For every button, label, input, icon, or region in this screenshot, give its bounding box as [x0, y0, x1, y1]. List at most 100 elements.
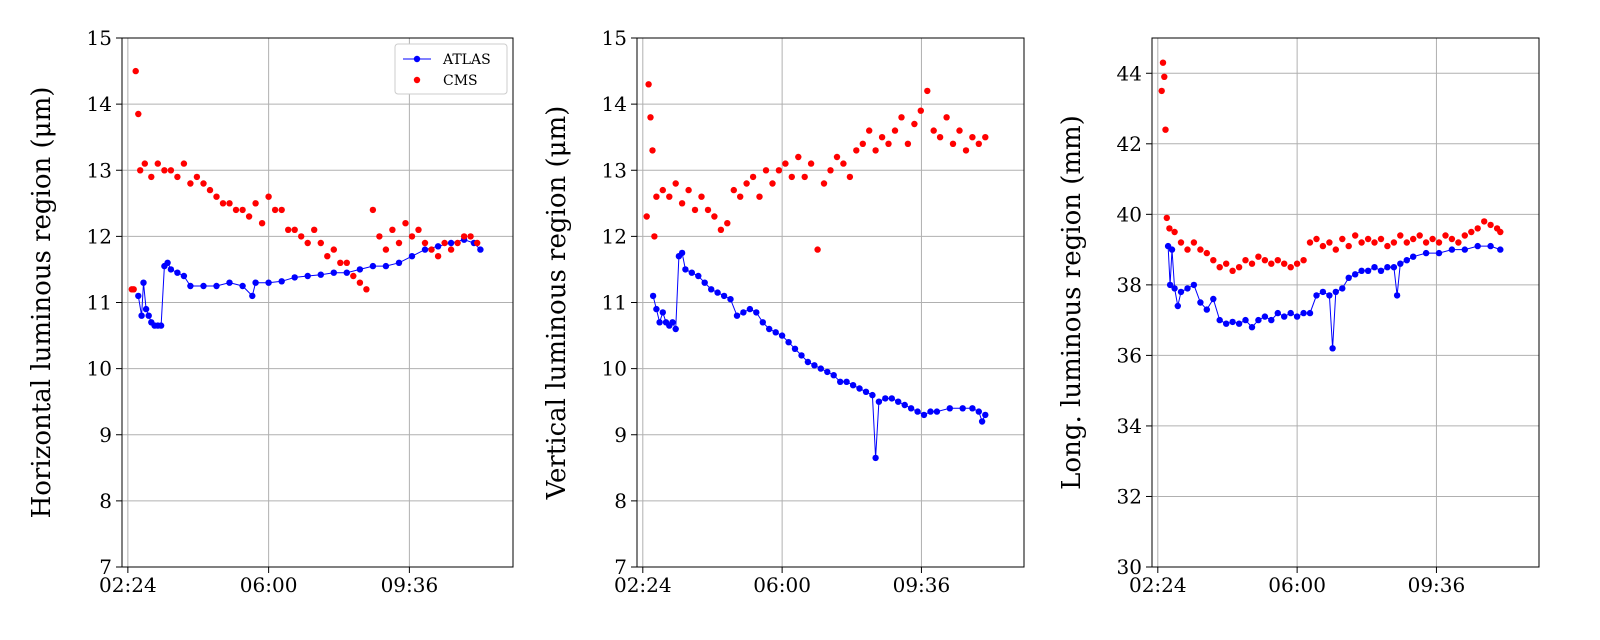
x-tick-label: 06:00: [753, 573, 811, 597]
cms-point: [807, 160, 815, 167]
atlas-point: [1184, 285, 1191, 292]
cms-point: [141, 160, 148, 167]
atlas-point: [1474, 242, 1481, 250]
atlas-point: [811, 362, 818, 369]
cms-point: [969, 134, 976, 141]
atlas-point: [1358, 267, 1365, 274]
atlas-point: [1390, 264, 1398, 271]
atlas-point: [447, 239, 455, 247]
cms-point: [672, 180, 679, 187]
cms-point: [1171, 228, 1178, 236]
cms-point: [161, 167, 168, 174]
atlas-point: [978, 418, 986, 425]
panel-longitudinal: 02:24 06:00 09:36 30 32 34 36 38 40 42 44 Long. lum…: [1057, 37, 1540, 597]
atlas-point: [1329, 345, 1336, 352]
atlas-point: [772, 329, 779, 336]
atlas-point: [791, 345, 799, 352]
y-tick-label: 11: [602, 291, 627, 315]
cms-point: [337, 259, 344, 266]
atlas-point: [434, 243, 442, 250]
cms-point: [743, 180, 750, 187]
cms-point: [180, 160, 188, 167]
cms-point: [1229, 267, 1236, 274]
atlas-point: [1326, 292, 1333, 299]
cms-point: [1429, 235, 1436, 243]
cms-point: [382, 246, 390, 253]
cms-point: [647, 114, 654, 121]
cms-point: [853, 147, 860, 154]
cms-point: [1416, 232, 1423, 239]
cms-point: [408, 233, 416, 240]
cms-point: [975, 140, 982, 147]
cms-point: [1158, 87, 1165, 95]
cms-point: [645, 81, 652, 88]
atlas-point: [733, 312, 741, 319]
legend-cms-marker: [413, 76, 421, 84]
cms-point: [441, 239, 448, 247]
atlas-point: [1235, 320, 1243, 327]
cms-point: [762, 167, 770, 174]
y-tick-label: 7: [614, 555, 627, 579]
cms-point: [1197, 246, 1204, 253]
atlas-point: [1377, 267, 1385, 274]
atlas-point: [856, 385, 863, 392]
legend-box: [394, 43, 508, 95]
cms-point: [454, 239, 461, 247]
atlas-point: [872, 454, 879, 462]
cms-point: [232, 206, 240, 214]
cms-point: [245, 213, 253, 220]
atlas-point: [746, 305, 754, 313]
atlas-point: [849, 382, 857, 389]
plot-frame: [1151, 37, 1540, 568]
atlas-point: [766, 325, 773, 333]
cms-point: [187, 180, 194, 187]
atlas-point: [798, 352, 805, 359]
cms-point: [775, 167, 783, 174]
cms-point: [167, 167, 175, 174]
cms-point: [213, 193, 220, 200]
cms-point: [820, 180, 828, 187]
legend-atlas-label: ATLAS: [442, 52, 491, 68]
atlas-point: [1171, 285, 1178, 292]
cms-point: [1184, 246, 1191, 253]
cms-point: [343, 259, 350, 266]
cms-point: [356, 279, 364, 286]
panel-vertical: 02:24 06:00 09:36 7 8 9 10 11 12 13 14 15 Vertical l…: [542, 26, 1025, 597]
atlas-point: [1487, 242, 1494, 250]
cms-point: [1293, 260, 1301, 267]
atlas-point: [1393, 292, 1401, 299]
cms-point: [1326, 239, 1333, 246]
cms-point: [1210, 257, 1217, 264]
cms-point: [659, 186, 666, 194]
cms-point: [1352, 232, 1359, 239]
atlas-point: [1435, 249, 1443, 257]
atlas-point: [145, 312, 152, 319]
cms-point: [285, 226, 292, 233]
atlas-point: [1203, 306, 1211, 313]
cms-point: [363, 286, 370, 293]
atlas-point: [785, 339, 792, 346]
cms-point: [1435, 239, 1443, 246]
cms-point: [1281, 260, 1288, 267]
atlas-point: [142, 305, 150, 313]
cms-point: [1159, 59, 1167, 66]
atlas-point: [1223, 320, 1230, 327]
cms-point: [206, 186, 214, 194]
cms-point: [1339, 235, 1346, 243]
cms-point: [1487, 221, 1494, 229]
cms-point: [1455, 239, 1462, 246]
atlas-point: [369, 262, 377, 270]
atlas-point: [1364, 267, 1372, 274]
cms-point: [678, 200, 686, 207]
atlas-point: [678, 249, 686, 257]
y-tick-label: 40: [1117, 202, 1142, 226]
cms-point: [924, 87, 931, 95]
atlas-point: [1197, 299, 1204, 306]
atlas-point: [1255, 316, 1262, 324]
cms-point: [643, 213, 650, 220]
atlas-point: [701, 279, 708, 286]
y-tick-label: 36: [1117, 343, 1142, 367]
cms-point: [1306, 239, 1314, 246]
atlas-point: [382, 262, 390, 270]
atlas-point: [682, 266, 689, 273]
